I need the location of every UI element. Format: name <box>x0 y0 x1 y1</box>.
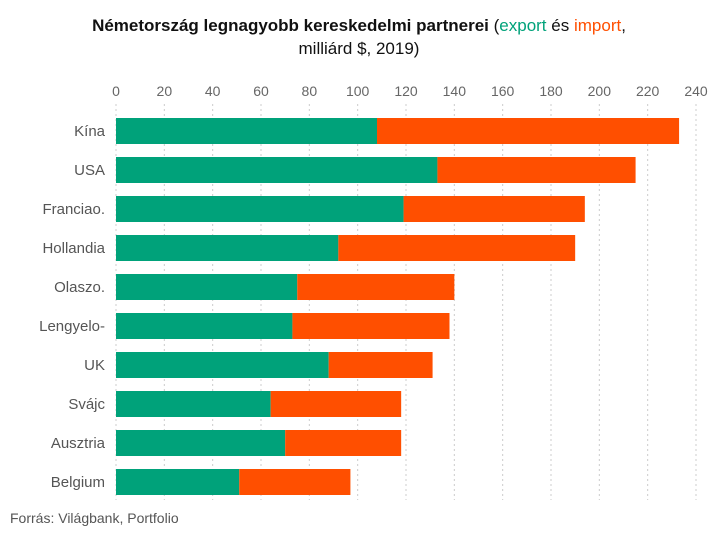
x-tick-label-60: 60 <box>253 83 269 99</box>
x-tick-label-200: 200 <box>588 83 612 99</box>
bar-export-7 <box>116 391 271 417</box>
x-tick-label-100: 100 <box>346 83 370 99</box>
category-labels: Kína USA Franciao. Hollandia Olaszo. Lengyelo… <box>39 123 106 491</box>
title-bold: Németország legnagyobb kereskedelmi part… <box>92 16 489 35</box>
x-tick-label-220: 220 <box>636 83 660 99</box>
title-import-word: import <box>573 16 622 35</box>
category-label-3: Hollandia <box>42 240 105 257</box>
x-tick-label-120: 120 <box>394 83 418 99</box>
x-tick-label-20: 20 <box>157 83 173 99</box>
bar-export-9 <box>116 469 240 495</box>
x-tick-label-180: 180 <box>539 83 563 99</box>
x-tick-label-80: 80 <box>302 83 318 99</box>
title-and-word: és <box>551 16 570 35</box>
x-tick-label-40: 40 <box>205 83 221 99</box>
bar-import-7 <box>270 391 402 417</box>
bar-import-6 <box>328 352 433 378</box>
bar-export-5 <box>116 313 293 339</box>
bar-export-1 <box>116 157 438 183</box>
bar-import-5 <box>292 313 450 339</box>
x-tick-label-160: 160 <box>491 83 515 99</box>
bars <box>116 118 680 495</box>
bar-import-9 <box>239 469 351 495</box>
bar-import-1 <box>437 157 636 183</box>
bar-export-3 <box>116 235 339 261</box>
bar-export-6 <box>116 352 329 378</box>
title-line2: milliárd $, 2019) <box>298 39 420 58</box>
bar-import-3 <box>338 235 576 261</box>
x-tick-labels: 0 20 40 60 80 100 120 140 160 180 200 220 240 <box>112 83 708 99</box>
bar-export-0 <box>116 118 377 144</box>
category-label-5: Lengyelo- <box>39 318 105 335</box>
bar-export-8 <box>116 430 286 456</box>
category-label-8: Ausztria <box>51 435 106 452</box>
bar-import-4 <box>297 274 455 300</box>
x-tick-label-240: 240 <box>684 83 708 99</box>
category-label-1: USA <box>74 162 105 179</box>
bar-export-2 <box>116 196 404 222</box>
x-tick-label-0: 0 <box>112 83 120 99</box>
title-open-paren: ( <box>493 16 500 35</box>
category-label-0: Kína <box>74 123 106 140</box>
title-export-word: export <box>499 16 547 35</box>
category-label-4: Olaszo. <box>54 279 105 296</box>
category-label-9: Belgium <box>51 474 105 491</box>
bar-import-0 <box>377 118 680 144</box>
source-note: Forrás: Világbank, Portfolio <box>10 510 179 526</box>
chart-title: Németország legnagyobb kereskedelmi part… <box>0 14 718 60</box>
bar-export-4 <box>116 274 298 300</box>
bar-import-8 <box>285 430 402 456</box>
category-label-7: Svájc <box>68 396 105 413</box>
category-label-6: UK <box>84 357 105 374</box>
category-label-2: Franciao. <box>42 201 105 218</box>
title-comma: , <box>621 16 626 35</box>
bar-import-2 <box>403 196 585 222</box>
x-tick-label-140: 140 <box>443 83 467 99</box>
